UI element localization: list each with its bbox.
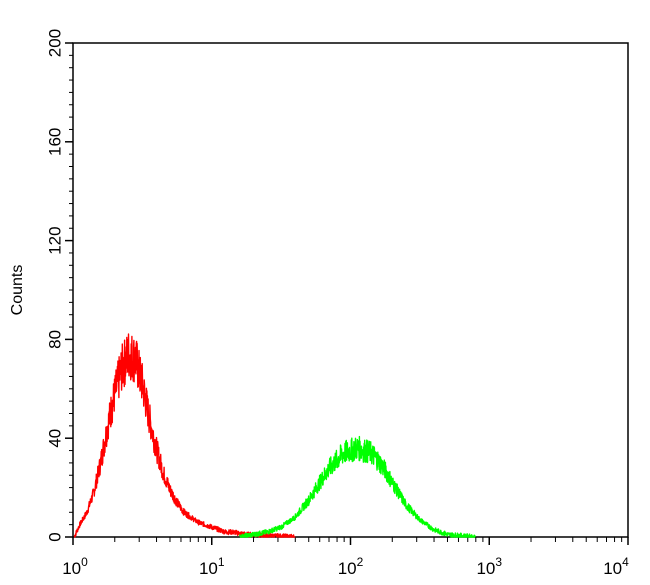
x-tick-label: 102 [338,555,364,578]
y-tick-label: 160 [45,128,64,156]
y-tick-label: 40 [45,429,64,448]
y-tick-label: 200 [45,29,64,57]
x-tick-label: 104 [603,555,629,578]
y-tick-label: 0 [45,532,64,541]
y-tick-label: 120 [45,226,64,254]
series-layer [73,333,476,538]
series-red-trace [73,333,296,538]
tick-labels: 0 40 80 120 160 200 100 101 102 103 104 [45,29,629,578]
y-tick-label: 80 [45,330,64,349]
x-tick-label: 101 [199,555,225,578]
plot-frame [72,42,629,538]
axis-ticks [65,42,629,545]
y-axis-title: Counts [9,265,26,316]
x-tick-label: 100 [62,555,88,578]
series-green-trace [238,435,476,538]
x-tick-label: 103 [476,555,502,578]
